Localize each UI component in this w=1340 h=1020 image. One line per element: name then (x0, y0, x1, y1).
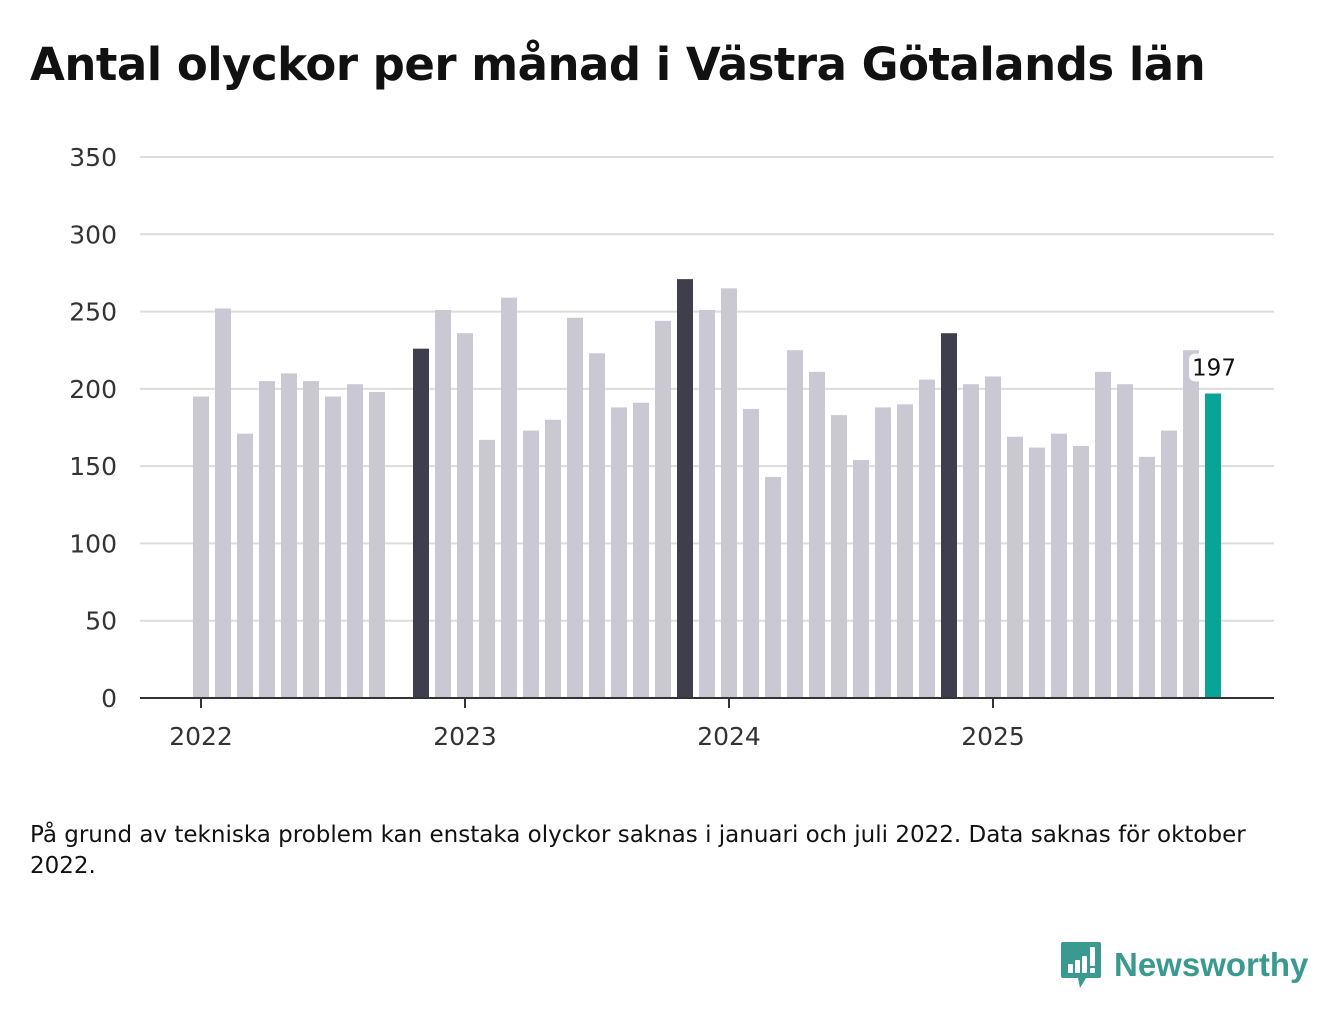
x-tick-label: 2022 (169, 722, 233, 751)
bar-2023-08 (611, 407, 627, 698)
bar-2023-06 (567, 317, 583, 698)
y-tick-label: 0 (101, 684, 117, 713)
x-tick-label: 2024 (697, 722, 761, 751)
bar-2022-09 (369, 391, 385, 698)
bar-2024-08 (875, 407, 891, 698)
newsworthy-logo[interactable]: Newsworthy (1060, 940, 1308, 990)
bar-2024-10 (919, 379, 935, 698)
bar-2023-09 (633, 402, 649, 698)
bar-2024-11 (941, 333, 957, 698)
bar-2022-03 (237, 433, 253, 698)
bar-2023-12 (699, 310, 715, 698)
bar-2024-05 (809, 371, 825, 698)
bar-2022-07 (325, 396, 341, 698)
bar-2022-08 (347, 384, 363, 698)
bar-2023-10 (655, 320, 671, 698)
y-tick-label: 300 (69, 220, 117, 249)
chart-note: På grund av tekniska problem kan enstaka… (30, 822, 1246, 879)
bar-chart: 0 50 100 150 200 250 300 350 2022 2023 2024 2025 197 (69, 143, 1274, 751)
bar-2025-03 (1029, 447, 1045, 698)
bar-2025-11 (1205, 393, 1221, 698)
bar-2025-08 (1139, 456, 1155, 698)
bar-2024-04 (787, 350, 803, 698)
data-label-current: 197 (1192, 355, 1236, 381)
y-tick-label: 350 (69, 143, 117, 172)
y-tick-label: 150 (69, 452, 117, 481)
bar-2024-12 (963, 384, 979, 698)
bar-2025-09 (1161, 430, 1177, 698)
bar-2025-02 (1007, 436, 1023, 698)
bar-2022-02 (215, 308, 231, 698)
bar-2025-06 (1095, 371, 1111, 698)
bar-2022-06 (303, 381, 319, 698)
bar-2023-02 (479, 439, 495, 698)
bar-2024-02 (743, 408, 759, 698)
bar-2024-01 (721, 288, 737, 698)
bar-2024-09 (897, 404, 913, 698)
bar-2023-05 (545, 419, 561, 698)
chart-title: Antal olyckor per månad i Västra Götalan… (30, 38, 1206, 91)
bar-2024-06 (831, 415, 847, 698)
bar-2025-01 (985, 376, 1001, 698)
y-tick-label: 250 (69, 298, 117, 327)
bar-2022-05 (281, 373, 297, 698)
y-tick-label: 200 (69, 375, 117, 404)
bar-2022-12 (435, 310, 451, 698)
y-tick-label: 100 (69, 529, 117, 558)
x-tick-label: 2025 (961, 722, 1025, 751)
newsworthy-logo-icon (1061, 942, 1101, 988)
bar-2023-11 (677, 279, 693, 698)
bar-2024-03 (765, 476, 781, 698)
data-label-background (1189, 353, 1237, 382)
bar-2025-10 (1183, 350, 1199, 698)
bar-2023-03 (501, 297, 517, 698)
bar-2023-01 (457, 333, 473, 698)
bar-2022-01 (193, 396, 209, 698)
bar-2025-05 (1073, 446, 1089, 698)
bar-2025-07 (1117, 384, 1133, 698)
bar-2024-07 (853, 459, 869, 698)
bar-2022-11 (413, 348, 429, 698)
bar-2022-04 (259, 381, 275, 698)
bar-2025-04 (1051, 433, 1067, 698)
bar-2023-07 (589, 353, 605, 698)
brand-name: Newsworthy (1114, 946, 1309, 983)
x-tick-label: 2023 (433, 722, 497, 751)
bar-2023-04 (523, 430, 539, 698)
y-tick-label: 50 (85, 607, 117, 636)
